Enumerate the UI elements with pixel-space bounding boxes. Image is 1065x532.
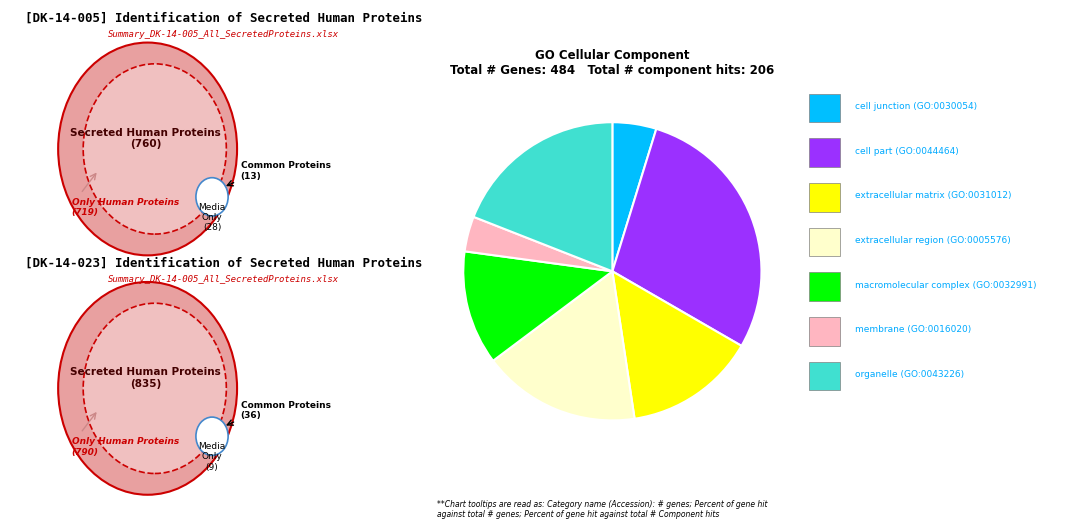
Text: Only Human Proteins
(790): Only Human Proteins (790) (71, 437, 179, 456)
Text: Media
Only
(9): Media Only (9) (198, 442, 226, 472)
Text: Secreted Human Proteins
(835): Secreted Human Proteins (835) (70, 367, 222, 388)
Text: cell junction (GO:0030054): cell junction (GO:0030054) (855, 102, 978, 111)
Wedge shape (463, 251, 612, 361)
Text: Media
Only
(28): Media Only (28) (198, 203, 226, 232)
Text: [DK-14-005] Identification of Secreted Human Proteins: [DK-14-005] Identification of Secreted H… (24, 12, 423, 25)
Text: macromolecular complex (GO:0032991): macromolecular complex (GO:0032991) (855, 281, 1037, 289)
Wedge shape (612, 129, 761, 346)
Text: Secreted Human Proteins
(760): Secreted Human Proteins (760) (70, 128, 222, 149)
FancyBboxPatch shape (809, 183, 840, 212)
Circle shape (83, 303, 227, 473)
Wedge shape (612, 271, 741, 419)
FancyBboxPatch shape (809, 94, 840, 122)
FancyBboxPatch shape (809, 317, 840, 346)
Text: **Chart tooltips are read as: Category name (Accession): # genes; Percent of gen: **Chart tooltips are read as: Category n… (437, 500, 767, 519)
Circle shape (196, 178, 228, 216)
Text: Common Proteins
(36): Common Proteins (36) (241, 401, 330, 420)
Text: membrane (GO:0016020): membrane (GO:0016020) (855, 326, 971, 334)
Circle shape (196, 417, 228, 455)
Text: Summary_DK-14-005_All_SecretedProteins.xlsx: Summary_DK-14-005_All_SecretedProteins.x… (108, 275, 340, 284)
Wedge shape (612, 122, 656, 271)
FancyBboxPatch shape (809, 362, 840, 390)
Circle shape (83, 64, 227, 234)
Wedge shape (493, 271, 635, 420)
Text: [DK-14-023] Identification of Secreted Human Proteins: [DK-14-023] Identification of Secreted H… (24, 257, 423, 270)
Text: organelle (GO:0043226): organelle (GO:0043226) (855, 370, 965, 379)
Circle shape (59, 43, 237, 255)
Text: extracellular matrix (GO:0031012): extracellular matrix (GO:0031012) (855, 192, 1012, 200)
FancyBboxPatch shape (809, 272, 840, 301)
Text: Only Human Proteins
(719): Only Human Proteins (719) (71, 198, 179, 217)
Wedge shape (474, 122, 612, 271)
Text: cell part (GO:0044464): cell part (GO:0044464) (855, 147, 960, 155)
FancyBboxPatch shape (809, 138, 840, 167)
Circle shape (59, 282, 237, 495)
Text: Common Proteins
(13): Common Proteins (13) (241, 161, 330, 180)
FancyBboxPatch shape (809, 228, 840, 256)
Text: extracellular region (GO:0005576): extracellular region (GO:0005576) (855, 236, 1011, 245)
Wedge shape (464, 217, 612, 271)
Title: GO Cellular Component
Total # Genes: 484   Total # component hits: 206: GO Cellular Component Total # Genes: 484… (450, 49, 774, 77)
Text: Summary_DK-14-005_All_SecretedProteins.xlsx: Summary_DK-14-005_All_SecretedProteins.x… (108, 30, 340, 39)
